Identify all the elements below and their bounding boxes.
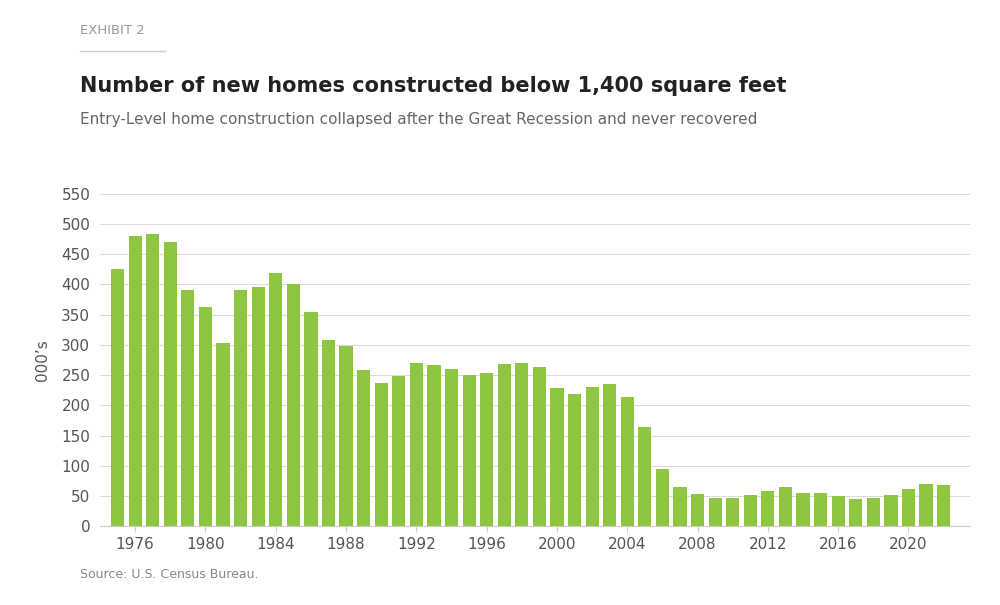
Bar <box>726 498 739 526</box>
Bar <box>744 495 757 526</box>
Bar <box>322 340 335 526</box>
Bar <box>216 343 230 526</box>
Bar <box>392 376 405 526</box>
Bar <box>709 498 722 526</box>
Y-axis label: 000’s: 000’s <box>35 339 50 381</box>
Bar <box>550 388 564 526</box>
Bar <box>533 367 546 526</box>
Bar <box>902 489 915 526</box>
Bar <box>375 383 388 526</box>
Bar <box>814 493 827 526</box>
Bar <box>656 469 669 526</box>
Bar <box>919 484 933 526</box>
Text: Entry-Level home construction collapsed after the Great Recession and never reco: Entry-Level home construction collapsed … <box>80 112 757 127</box>
Bar <box>638 427 651 526</box>
Bar <box>445 369 458 526</box>
Bar <box>181 290 194 526</box>
Bar <box>884 495 898 526</box>
Bar <box>339 346 353 526</box>
Bar <box>410 363 423 526</box>
Bar <box>867 498 880 526</box>
Bar <box>498 364 511 526</box>
Text: Source: U.S. Census Bureau.: Source: U.S. Census Bureau. <box>80 568 258 581</box>
Bar <box>146 234 159 526</box>
Bar <box>427 365 441 526</box>
Bar <box>586 387 599 526</box>
Bar <box>304 312 318 526</box>
Bar <box>673 487 687 526</box>
Text: Number of new homes constructed below 1,400 square feet: Number of new homes constructed below 1,… <box>80 76 786 96</box>
Bar <box>937 485 950 526</box>
Text: EXHIBIT 2: EXHIBIT 2 <box>80 24 145 37</box>
Bar <box>480 373 493 526</box>
Bar <box>269 273 282 526</box>
Bar <box>252 287 265 526</box>
Bar <box>515 363 528 526</box>
Bar <box>462 375 476 526</box>
Bar <box>603 384 616 526</box>
Bar <box>234 290 247 526</box>
Bar <box>287 284 300 526</box>
Bar <box>849 499 862 526</box>
Bar <box>761 491 774 526</box>
Bar <box>796 493 810 526</box>
Bar <box>691 494 704 526</box>
Bar <box>357 370 370 526</box>
Bar <box>621 397 634 526</box>
Bar <box>164 242 177 526</box>
Bar <box>129 236 142 526</box>
Bar <box>832 496 845 526</box>
Bar <box>568 394 581 526</box>
Bar <box>199 307 212 526</box>
Bar <box>111 269 124 526</box>
Bar <box>779 487 792 526</box>
